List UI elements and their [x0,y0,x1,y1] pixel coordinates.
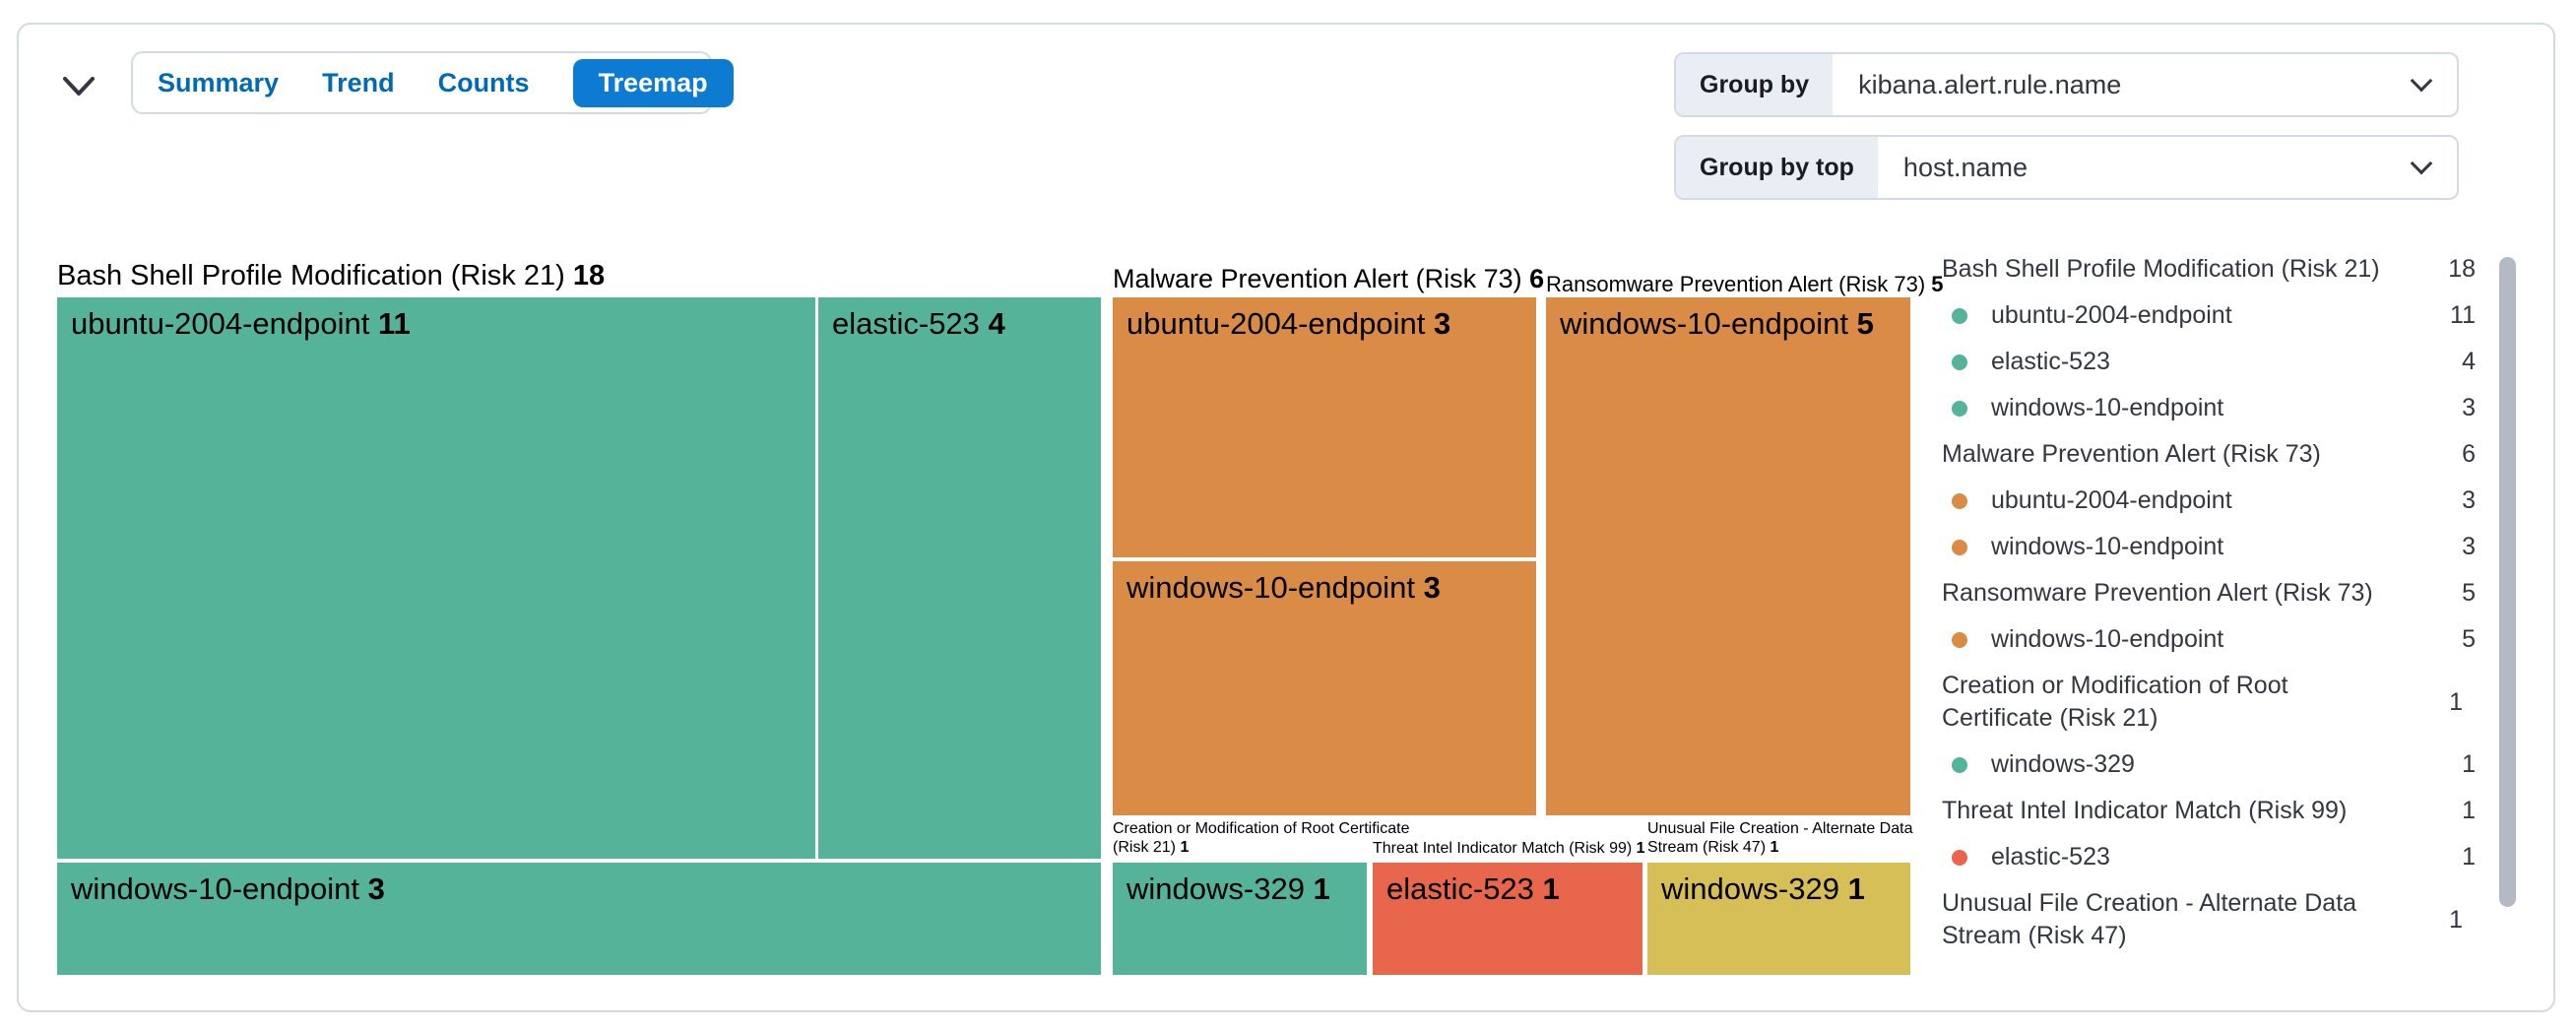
legend-dot-icon [1952,401,1967,417]
legend-item-row[interactable]: windows-10-endpoint 3 [1942,524,2476,570]
treemap-cell[interactable]: windows-10-endpoint 5 [1546,297,1910,815]
treemap-group-header: Ransomware Prevention Alert (Risk 73) 5 [1546,272,1944,296]
group-by-top-value: host.name [1902,152,2028,182]
legend-group-row[interactable]: Threat Intel Indicator Match (Risk 99) 1 [1942,797,2476,824]
legend-group-row[interactable]: Creation or Modification of Root Certifi… [1942,672,2463,732]
treemap-cell[interactable]: ubuntu-2004-endpoint 11 [57,297,815,859]
legend-dot-icon [1952,850,1967,866]
treemap-group-header: Unusual File Creation - Alternate Data S… [1647,820,1913,856]
legend-group-row[interactable]: Malware Prevention Alert (Risk 73) 6 [1942,440,2476,468]
legend-dot-icon [1952,355,1967,370]
tab-summary[interactable]: Summary [158,67,280,97]
treemap-cell[interactable]: windows-329 1 [1647,863,1910,975]
chevron-down-icon [2410,69,2433,93]
group-by-select[interactable]: Group by kibana.alert.rule.name [1674,52,2459,117]
treemap-group-header: Malware Prevention Alert (Risk 73) 6 [1113,264,1545,293]
group-by-top-label: Group by top [1676,137,1878,198]
legend-dot-icon [1952,308,1967,324]
legend-item-row[interactable]: ubuntu-2004-endpoint 11 [1942,292,2476,339]
collapse-section-button[interactable] [57,65,100,108]
group-by-value: kibana.alert.rule.name [1858,69,2122,99]
treemap-cell[interactable]: windows-10-endpoint 3 [57,863,1101,975]
treemap-cell[interactable]: windows-329 1 [1113,863,1367,975]
legend-scrollbar[interactable] [2499,257,2516,907]
legend-item-row[interactable]: elastic-523 4 [1942,339,2476,385]
legend-dot-icon [1952,632,1967,648]
tab-counts[interactable]: Counts [437,67,530,97]
legend-item-row[interactable]: ubuntu-2004-endpoint 3 [1942,478,2476,524]
legend-item-row[interactable]: windows-329 1 [1942,742,2476,788]
legend-group-row[interactable]: Bash Shell Profile Modification (Risk 21… [1942,255,2476,283]
treemap-group-header: Threat Intel Indicator Match (Risk 99) 1 [1373,840,1645,857]
chevron-down-icon [63,77,95,96]
legend-group-row[interactable]: Ransomware Prevention Alert (Risk 73) 5 [1942,579,2476,607]
treemap-group-header: Creation or Modification of Root Certifi… [1113,820,1410,856]
legend-item-row[interactable]: windows-10-endpoint 3 [1942,385,2476,431]
chevron-down-icon [2410,152,2433,175]
treemap-cell[interactable]: ubuntu-2004-endpoint 3 [1113,297,1536,557]
chart-view-button-group: Summary Trend Counts Treemap [131,51,734,114]
group-by-label: Group by [1676,54,1834,115]
tab-trend[interactable]: Trend [322,67,395,97]
treemap-cell[interactable]: elastic-523 1 [1373,863,1642,975]
treemap-legend: Bash Shell Profile Modification (Risk 21… [1942,246,2476,959]
treemap-cell[interactable]: windows-10-endpoint 3 [1113,561,1536,815]
legend-dot-icon [1952,540,1967,555]
legend-item-row[interactable]: windows-10-endpoint 5 [1942,616,2476,663]
treemap-cell[interactable]: elastic-523 4 [818,297,1101,859]
tab-treemap[interactable]: Treemap [572,58,734,107]
group-by-top-select[interactable]: Group by top host.name [1674,135,2459,200]
legend-dot-icon [1952,757,1967,773]
legend-group-row[interactable]: Unusual File Creation - Alternate Data S… [1942,889,2463,949]
treemap-group-header: Bash Shell Profile Modification (Risk 21… [57,260,606,291]
legend-dot-icon [1952,493,1967,509]
legend-item-row[interactable]: elastic-523 1 [1942,834,2476,880]
